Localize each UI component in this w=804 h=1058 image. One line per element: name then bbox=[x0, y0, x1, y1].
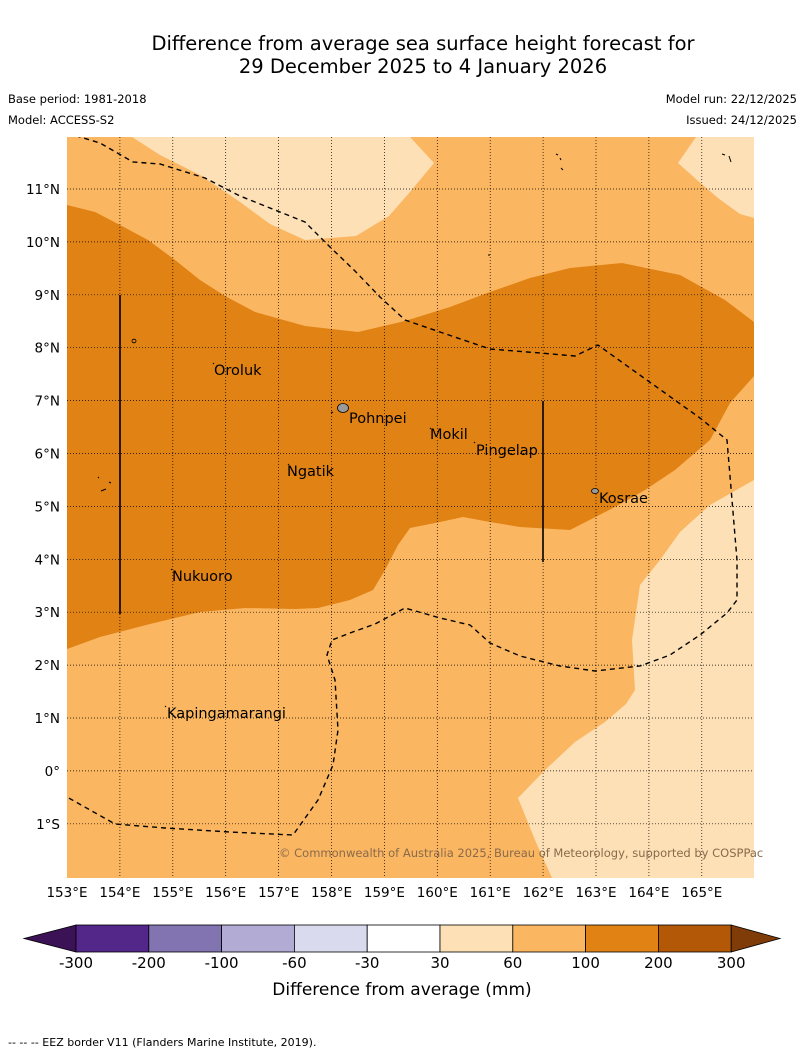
latitude-label: 0° bbox=[45, 764, 60, 780]
kosrae-island-shape bbox=[591, 488, 599, 494]
colorbar-label: Difference from average (mm) bbox=[272, 980, 531, 1000]
colorbar-tick-label: 100 bbox=[571, 954, 600, 972]
contour-30-60-north bbox=[132, 137, 434, 240]
issued-date: Issued: 24/12/2025 bbox=[686, 113, 797, 127]
latitude-label: 3°N bbox=[35, 605, 60, 621]
place-mokil: Mokil bbox=[430, 427, 468, 443]
latitude-label: 7°N bbox=[35, 394, 60, 410]
map-plot-area bbox=[67, 137, 754, 878]
place-pingelap: Pingelap bbox=[476, 443, 538, 459]
longitude-label: 165°E bbox=[681, 885, 722, 901]
model-name: Model: ACCESS-S2 bbox=[8, 113, 115, 127]
colorbar-tick-label: -300 bbox=[59, 954, 93, 972]
longitude-label: 159°E bbox=[364, 885, 405, 901]
colorbar-tick-label: -60 bbox=[282, 954, 307, 972]
contour-30-60-southeast bbox=[518, 480, 754, 878]
colorbar-bin bbox=[148, 924, 223, 953]
latitude-label: 6°N bbox=[35, 447, 60, 463]
contour-30-60-northeast bbox=[678, 137, 754, 218]
colorbar-bin bbox=[439, 924, 514, 953]
colorbar-ticks: -300 -200 -100 -60 -30 30 60 100 200 300 bbox=[59, 954, 746, 972]
colorbar-tick-label: 60 bbox=[503, 954, 522, 972]
longitude-label: 153°E bbox=[46, 885, 87, 901]
latitude-label: 4°N bbox=[35, 552, 60, 568]
longitude-label: 156°E bbox=[205, 885, 246, 901]
longitude-label: 163°E bbox=[575, 885, 616, 901]
longitude-label: 162°E bbox=[523, 885, 564, 901]
colorbar-extend-high bbox=[730, 924, 782, 953]
atoll-shape bbox=[131, 338, 137, 344]
latitude-label: 9°N bbox=[35, 288, 60, 304]
place-labels: Oroluk Pohnpei Mokil Pingelap Ngatik Kos… bbox=[167, 363, 648, 722]
colorbar-bin bbox=[293, 924, 368, 953]
longitude-label: 158°E bbox=[311, 885, 352, 901]
colorbar-tick-label: 30 bbox=[430, 954, 449, 972]
colorbar-tick-label: 300 bbox=[717, 954, 746, 972]
longitude-label: 160°E bbox=[417, 885, 458, 901]
longitude-label: 157°E bbox=[258, 885, 299, 901]
map-title: Difference from average sea surface heig… bbox=[0, 32, 804, 78]
eez-footnote: -- -- -- EEZ border V11 (Flanders Marine… bbox=[8, 1036, 317, 1049]
longitude-label: 164°E bbox=[628, 885, 669, 901]
place-kosrae: Kosrae bbox=[599, 491, 648, 507]
colorbar-bin bbox=[512, 924, 586, 953]
latitude-label: 10°N bbox=[26, 235, 60, 251]
place-kapingamarangi: Kapingamarangi bbox=[167, 706, 286, 722]
longitude-label: 161°E bbox=[470, 885, 511, 901]
contour-100-200-band bbox=[67, 205, 754, 649]
longitude-label: 154°E bbox=[99, 885, 140, 901]
colorbar-tick-label: -30 bbox=[355, 954, 380, 972]
place-nukuoro: Nukuoro bbox=[172, 569, 233, 585]
longitude-labels: 153°E 154°E 155°E 156°E 157°E 158°E 159°E 160°E… bbox=[46, 885, 722, 901]
latitude-label: 1°S bbox=[36, 817, 60, 833]
colorbar-bin bbox=[221, 924, 295, 953]
islands bbox=[97, 153, 732, 708]
latitude-label: 1°N bbox=[35, 711, 60, 727]
base-period: Base period: 1981-2018 bbox=[8, 92, 147, 106]
model-run: Model run: 22/12/2025 bbox=[665, 92, 797, 106]
colorbar-bin bbox=[366, 924, 441, 953]
latitude-label: 5°N bbox=[35, 499, 60, 515]
latitude-label: 11°N bbox=[26, 182, 60, 198]
eez-borders bbox=[67, 137, 738, 836]
place-oroluk: Oroluk bbox=[214, 363, 262, 379]
title-line-1: Difference from average sea surface heig… bbox=[151, 32, 695, 55]
colorbar-tick-label: -100 bbox=[205, 954, 239, 972]
colorbar-bin bbox=[658, 924, 732, 953]
colorbar-bin bbox=[585, 924, 659, 953]
colorbar bbox=[22, 924, 782, 953]
eez-border-line bbox=[67, 137, 738, 836]
colorbar-tick-label: -200 bbox=[132, 954, 166, 972]
title-line-2: 29 December 2025 to 4 January 2026 bbox=[238, 55, 608, 78]
latitude-label: 2°N bbox=[35, 658, 60, 674]
pohnpei-island-shape bbox=[337, 403, 349, 413]
graticule bbox=[67, 137, 754, 878]
small-islets bbox=[97, 153, 732, 708]
longitude-label: 155°E bbox=[152, 885, 193, 901]
colorbar-bin bbox=[75, 924, 150, 953]
place-ngatik: Ngatik bbox=[287, 464, 335, 480]
colorbar-tick-label: 200 bbox=[644, 954, 673, 972]
place-pohnpei: Pohnpei bbox=[349, 411, 407, 427]
latitude-labels: 11°N 10°N 9°N 8°N 7°N 6°N 5°N 4°N 3°N 2°N 1°N 0° 1°S bbox=[26, 182, 60, 833]
colorbar-extend-low bbox=[22, 924, 77, 953]
latitude-label: 8°N bbox=[35, 341, 60, 357]
copyright-notice: © Commonwealth of Australia 2025, Bureau… bbox=[279, 846, 763, 860]
